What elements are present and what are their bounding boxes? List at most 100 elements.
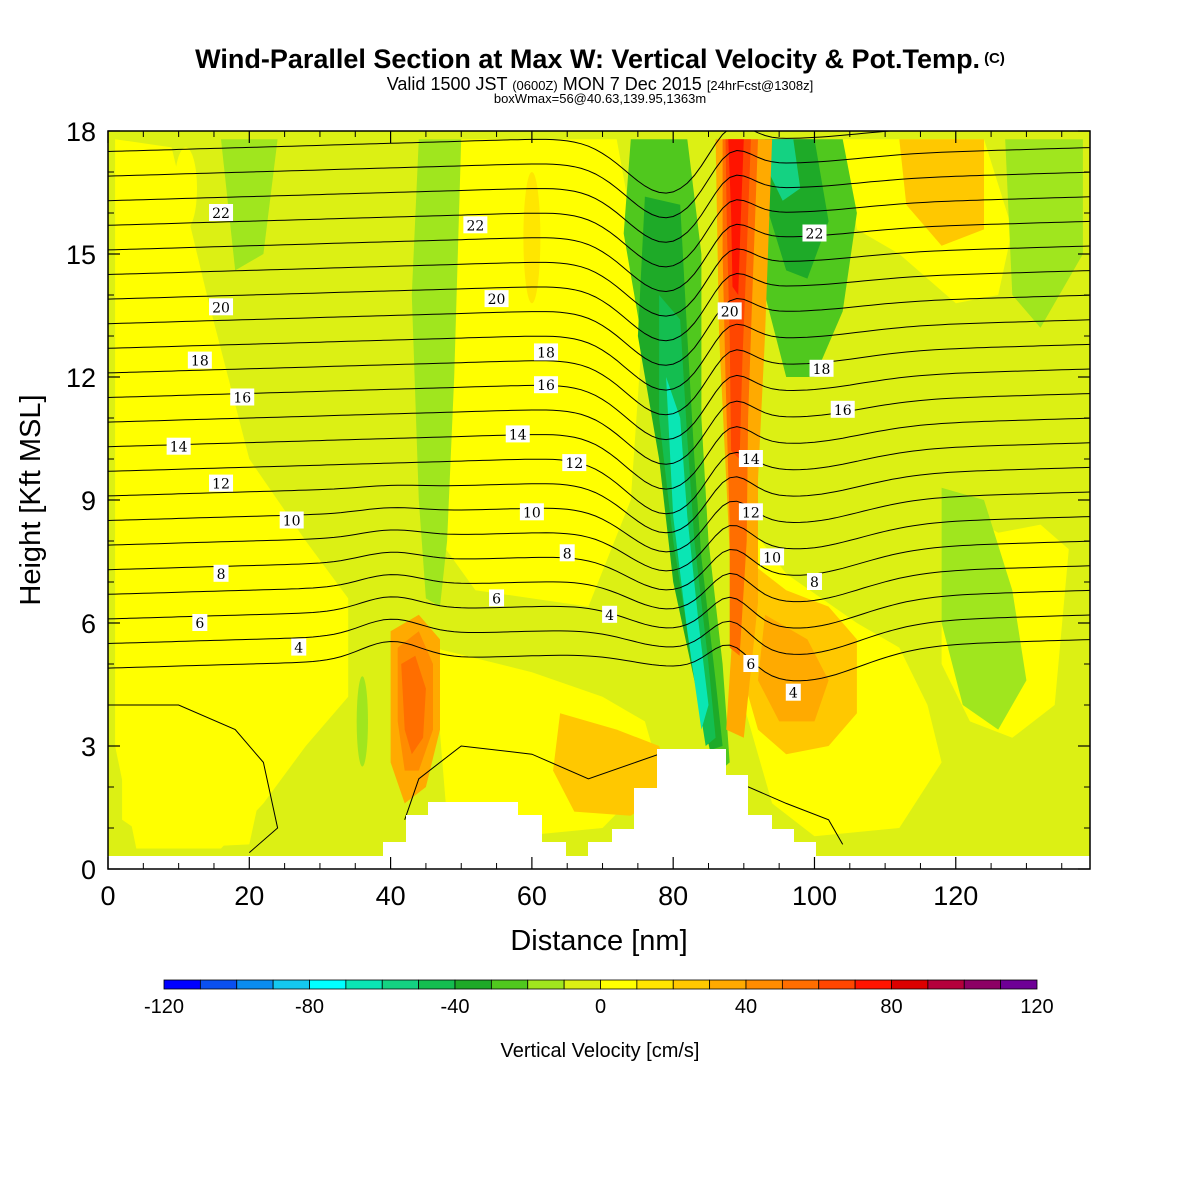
- colorbar-swatch: [927, 979, 965, 990]
- w-weak-up: [115, 139, 349, 849]
- colorbar-swatch: [199, 979, 238, 990]
- contour-label-bg: [166, 437, 191, 455]
- theta-contour-line: [108, 368, 1090, 441]
- y-tick-label: 6: [81, 609, 96, 639]
- contour-label-bg: [505, 425, 530, 443]
- contour-label-text: 10: [283, 514, 301, 530]
- contour-label-text: 4: [789, 686, 798, 702]
- colorbar-swatch: [527, 979, 565, 990]
- colorbar-swatch: [781, 979, 820, 990]
- w-weak-down: [411, 139, 462, 607]
- colorbar-swatch: [490, 979, 529, 990]
- contour-label: 4: [291, 638, 307, 657]
- contour-label-bg: [279, 511, 304, 529]
- contour-label: 14: [166, 437, 191, 456]
- x-tick-label: 80: [658, 881, 688, 911]
- terrain-mask: [108, 749, 1090, 869]
- contour-label-bg: [209, 474, 234, 492]
- contour-label-text: 8: [217, 567, 226, 583]
- y-tick-label: 3: [81, 732, 96, 762]
- contour-label-bg: [534, 343, 559, 361]
- contour-label-text: 12: [742, 505, 760, 521]
- contour-label-text: 4: [294, 641, 303, 657]
- chart-subtitle: Valid 1500 JST (0600Z) MON 7 Dec 2015 [2…: [0, 74, 1200, 96]
- contour-label-text: 6: [195, 616, 204, 632]
- theta-contour-line: [108, 491, 1090, 553]
- contour-label-bg: [484, 290, 509, 308]
- colorbar-swatch: [745, 979, 783, 990]
- w-weak-down: [941, 487, 1027, 730]
- contour-label-bg: [192, 614, 208, 631]
- contour-label-text: 12: [565, 456, 583, 472]
- potential-temperature-contours: [108, 131, 1090, 853]
- colorbar-swatch: [854, 979, 892, 990]
- theta-contour-line: [108, 319, 1090, 391]
- colorbar-swatch: [345, 979, 383, 990]
- w-strong-up: [758, 614, 829, 722]
- w-moderate-up: [899, 139, 984, 246]
- contour-label-bg: [785, 683, 801, 701]
- x-tick-label: 100: [792, 881, 837, 911]
- contour-label-text: 22: [466, 218, 484, 234]
- colorbar-swatch: [309, 979, 347, 990]
- chart-title-text: Wind-Parallel Section at Max W: Vertical…: [195, 44, 981, 74]
- colorbar-swatch: [236, 979, 274, 990]
- contour-label-text: 18: [813, 362, 831, 378]
- x-tick-label: 0: [100, 881, 115, 911]
- w-weak-up: [122, 696, 264, 849]
- contour-label: 20: [484, 290, 509, 308]
- colorbar-swatch: [454, 979, 492, 990]
- contour-label: 12: [562, 454, 587, 472]
- w-strong-down: [666, 377, 709, 730]
- theta-contour-line: [108, 516, 1090, 572]
- theta-contour-line: [108, 442, 1090, 515]
- contour-label: 10: [279, 511, 304, 530]
- colorbar-swatch: [600, 979, 638, 990]
- theta-contour-line: [108, 589, 1090, 629]
- contour-label: 14: [505, 425, 530, 443]
- colorbar: -120 -80 -40 0 40 80 120: [144, 979, 1054, 1018]
- colorbar-tick-label: 120: [1020, 996, 1053, 1018]
- contour-labels: 22 22 22 20 20 20 18 18 18 16 16 16 14 14 14 12 12 12 10 10…: [166, 204, 855, 702]
- colorbar-swatch: [818, 979, 856, 990]
- theta-contour-line: [108, 417, 1090, 490]
- contour-label-bg: [717, 302, 742, 320]
- contour-label: 22: [463, 216, 488, 234]
- contour-label-text: 20: [721, 304, 739, 320]
- contour-label-text: 10: [763, 550, 781, 566]
- contour-label-text: 6: [746, 657, 755, 673]
- contour-label: 16: [830, 400, 855, 419]
- valid-utc: (0600Z): [512, 78, 558, 93]
- theta-contour-line: [108, 343, 1090, 416]
- valid-date: MON 7 Dec 2015: [562, 74, 702, 94]
- theta-contour-line: [108, 540, 1090, 591]
- contour-label-bg: [209, 204, 234, 221]
- contour-label-bg: [489, 589, 505, 607]
- x-tick-label: 20: [234, 881, 264, 911]
- contour-label-bg: [738, 503, 763, 521]
- theta-contour-line: [108, 294, 1090, 366]
- theta-contour-line: [108, 147, 1090, 219]
- colorbar-swatch: [709, 979, 747, 990]
- contour-label: 8: [806, 573, 822, 591]
- theta-contour-line: [108, 639, 1090, 682]
- theta-contour-line: [108, 270, 1090, 342]
- colorbar-tick-label: -120: [144, 996, 184, 1018]
- contour-label-text: 16: [834, 403, 852, 419]
- contour-label-text: 8: [810, 575, 819, 591]
- w-weak-down: [356, 676, 368, 767]
- valid-time: Valid 1500 JST: [386, 74, 508, 94]
- contour-label: 6: [489, 589, 505, 607]
- chart-title: Wind-Parallel Section at Max W: Vertical…: [0, 44, 1200, 74]
- contour-label-bg: [602, 605, 618, 623]
- w-weak-up: [174, 147, 198, 230]
- copyright-mark: (C): [984, 50, 1005, 67]
- contour-label: 22: [802, 224, 827, 243]
- contour-label-text: 18: [537, 345, 555, 361]
- contour-label-bg: [562, 454, 587, 472]
- contour-label: 14: [738, 450, 763, 468]
- contour-label-text: 10: [523, 505, 541, 521]
- contour-label-bg: [209, 298, 234, 316]
- contour-label-text: 20: [212, 300, 230, 316]
